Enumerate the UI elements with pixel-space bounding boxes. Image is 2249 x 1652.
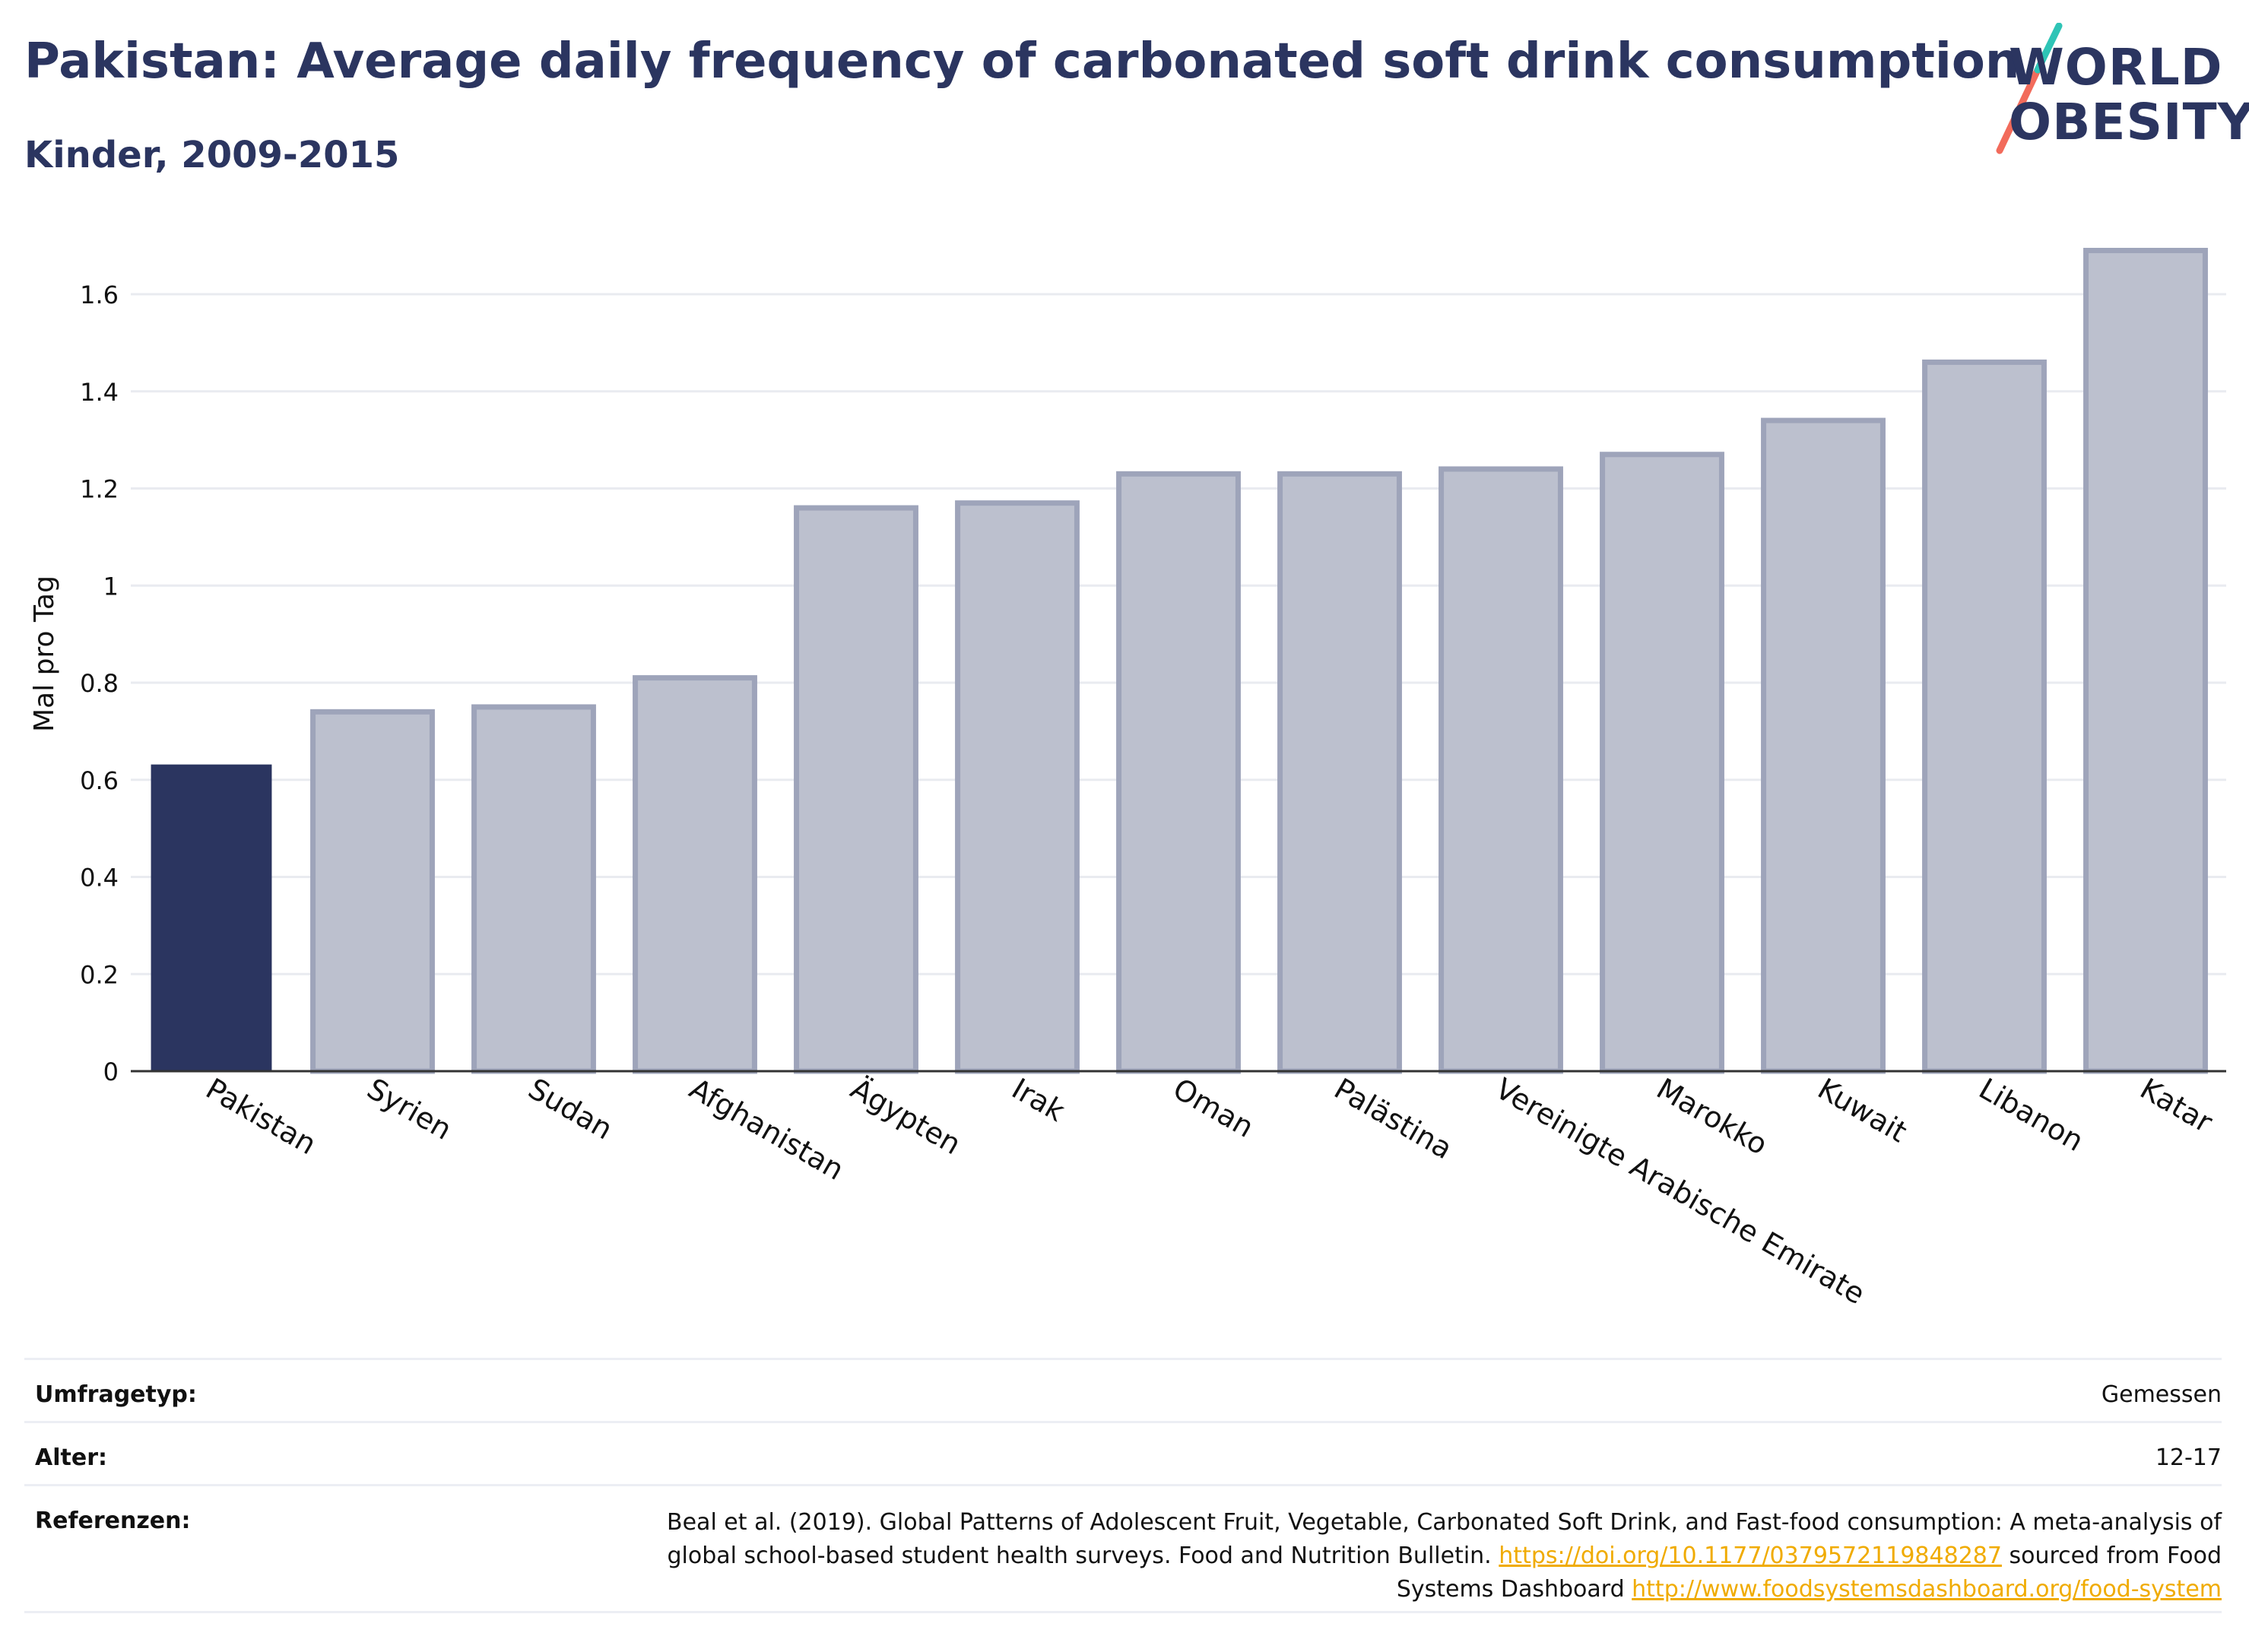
- age-label: Alter:: [35, 1444, 107, 1471]
- bar-vereinigte-arabische-emirate[interactable]: [1439, 466, 1563, 1074]
- y-tick-label: 1: [103, 572, 119, 601]
- meta-row-survey-type: Umfragetyp: Gemessen: [24, 1358, 2222, 1421]
- x-tick-label: Marokko: [1651, 1072, 1774, 1162]
- y-tick-label: 1.2: [80, 475, 119, 504]
- x-tick-label: Libanon: [1974, 1072, 2089, 1158]
- references-sourced-from: sourced from Food Systems Dashboard: [1396, 1543, 2222, 1603]
- logo-text-obesity: OBESITY: [2009, 93, 2249, 151]
- y-tick-label: 0.6: [80, 766, 119, 795]
- bar-katar[interactable]: [2083, 248, 2208, 1074]
- x-tick-label: Irak: [1007, 1072, 1071, 1128]
- chart-subtitle: Kinder, 2009-2015: [24, 134, 400, 176]
- metadata-table: Umfragetyp: Gemessen Alter: 12-17 Refere…: [24, 1358, 2222, 1613]
- chart-title: Pakistan: Average daily frequency of car…: [24, 33, 2020, 90]
- bar-palästina[interactable]: [1277, 471, 1402, 1074]
- x-tick-label: Ägypten: [845, 1072, 967, 1162]
- x-tick-label: Oman: [1168, 1072, 1260, 1144]
- y-tick-label: 0.4: [80, 864, 119, 893]
- references-citation: Beal et al. (2019). Global Patterns of A…: [667, 1509, 2222, 1569]
- survey-type-label: Umfragetyp:: [35, 1381, 197, 1408]
- x-tick-label: Kuwait: [1813, 1072, 1913, 1149]
- x-tick-label: Pakistan: [201, 1072, 322, 1162]
- meta-row-age: Alter: 12-17: [24, 1421, 2222, 1484]
- bar-syrien[interactable]: [310, 709, 435, 1074]
- age-value: 12-17: [2155, 1444, 2222, 1471]
- bar-marokko[interactable]: [1600, 452, 1724, 1074]
- x-tick-label: Afghanistan: [684, 1072, 850, 1187]
- logo-slash-icon: [1996, 23, 2063, 154]
- y-tick-label: 0.2: [80, 960, 119, 989]
- logo-text-world: WORLD: [2009, 38, 2223, 97]
- y-tick-label: 0: [103, 1057, 119, 1086]
- world-obesity-logo: WORLD OBESITY: [1984, 23, 2249, 160]
- y-tick-label: 1.4: [80, 378, 119, 407]
- bars: [151, 248, 2208, 1074]
- bar-libanon[interactable]: [1922, 359, 2047, 1074]
- x-tick-label: Katar: [2135, 1072, 2219, 1140]
- bar-afghanistan[interactable]: [633, 675, 757, 1074]
- x-tick-label: Syrien: [362, 1072, 458, 1146]
- bar-chart: 0 0.2 0.4 0.6 0.8 1 1.2 1.4 1.6 Pakistan Syrien Sud…: [29, 248, 2226, 1311]
- x-tick-label: Palästina: [1329, 1072, 1458, 1166]
- y-axis-label: Mal pro Tag: [29, 576, 60, 732]
- x-tick-label: Sudan: [523, 1072, 619, 1146]
- meta-row-references: Referenzen: Beal et al. (2019). Global P…: [24, 1484, 2222, 1613]
- y-tick-label: 0.8: [80, 669, 119, 698]
- y-tick-label: 1.6: [80, 281, 119, 309]
- bar-irak[interactable]: [955, 500, 1080, 1074]
- doi-link[interactable]: https://doi.org/10.1177/0379572119848287: [1499, 1543, 2002, 1569]
- survey-type-value: Gemessen: [2101, 1381, 2222, 1408]
- bar-pakistan[interactable]: [151, 764, 272, 1073]
- references-text: Beal et al. (2019). Global Patterns of A…: [595, 1506, 2222, 1606]
- bar-ägypten[interactable]: [794, 505, 918, 1074]
- food-systems-dashboard-link[interactable]: http://www.foodsystemsdashboard.org/food…: [1632, 1576, 2222, 1603]
- bar-sudan[interactable]: [471, 704, 596, 1074]
- bar-oman[interactable]: [1116, 471, 1241, 1074]
- bar-kuwait[interactable]: [1761, 417, 1886, 1074]
- references-label: Referenzen:: [35, 1508, 191, 1534]
